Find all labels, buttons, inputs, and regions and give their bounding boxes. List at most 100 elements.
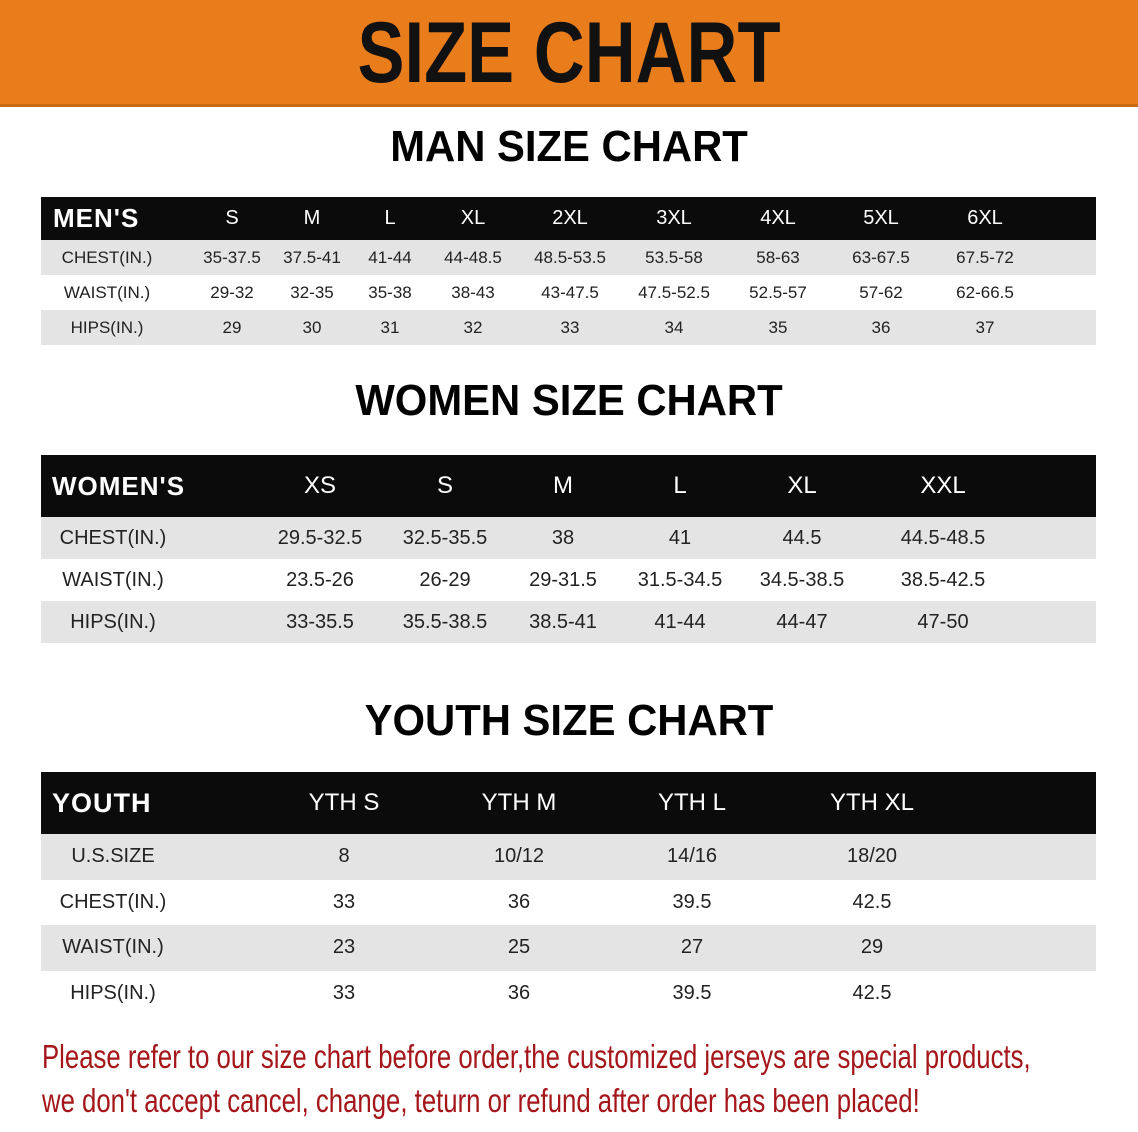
table-cell: 8: [338, 845, 350, 867]
row-label: CHEST(IN.): [59, 527, 167, 549]
table-cell: 35-38: [368, 283, 412, 302]
table-cell: 10/12: [493, 845, 545, 867]
size-column-header: XL: [460, 207, 486, 229]
table-row: WAIST(IN.) 23.5-26 26-29 29-31.5 31.5-34.5 34…: [41, 559, 1096, 601]
row-label: WAIST(IN.): [62, 569, 164, 591]
table-cell: 38-43: [451, 283, 495, 302]
table-cell: 53.5-58: [645, 248, 703, 267]
table-row: WAIST(IN.) 23 25 27 29: [41, 925, 1096, 971]
size-column-header: S: [436, 472, 454, 499]
table-cell: 43-47.5: [541, 283, 599, 302]
table-cell: 41-44: [654, 611, 706, 633]
table-cell: 32.5-35.5: [402, 527, 488, 549]
table-header-row: WOMEN'S XS S M L XL XXL: [41, 455, 1096, 517]
table-header-label: YOUTH: [52, 788, 152, 818]
table-cell: 47.5-52.5: [638, 283, 710, 302]
table-cell: 30: [302, 318, 322, 337]
men-section-title: MAN SIZE CHART: [390, 122, 748, 171]
size-chart-banner: SIZE CHART: [0, 0, 1138, 107]
footer-notice-line-2: we don't accept cancel, change, teturn o…: [42, 1082, 920, 1119]
table-cell: 31: [380, 318, 400, 337]
table-cell: 14/16: [666, 845, 718, 867]
table-row: CHEST(IN.) 29.5-32.5 32.5-35.5 38 41 44.5 44.5…: [41, 517, 1096, 559]
table-header-row: MEN'S S M L XL 2XL 3XL 4XL 5XL 6XL: [41, 197, 1096, 240]
table-cell: 33-35.5: [286, 611, 354, 633]
table-cell: 42.5: [852, 890, 892, 913]
table-cell: 32-35: [290, 283, 334, 302]
table-cell: 27: [680, 936, 704, 958]
table-cell: 39.5: [672, 890, 712, 913]
row-label: CHEST(IN.): [61, 248, 153, 267]
table-cell: 52.5-57: [749, 283, 807, 302]
table-cell: 29: [222, 318, 242, 337]
footer-notice-line-1: Please refer to our size chart before or…: [42, 1038, 1031, 1075]
table-cell: 41: [668, 527, 692, 549]
table-cell: 35-37.5: [203, 248, 261, 267]
table-cell: 48.5-53.5: [534, 248, 606, 267]
table-cell: 39.5: [672, 981, 712, 1004]
table-header-label: MEN'S: [53, 203, 140, 233]
row-label: WAIST(IN.): [63, 283, 151, 302]
youth-section-title: YOUTH SIZE CHART: [364, 696, 774, 745]
size-column-header: S: [225, 207, 239, 229]
table-cell: 23: [332, 936, 356, 958]
size-column-header: 4XL: [760, 207, 796, 229]
table-cell: 36: [507, 890, 531, 913]
table-cell: 44.5: [782, 527, 822, 549]
size-column-header: 3XL: [656, 207, 692, 229]
table-cell: 23.5-26: [286, 569, 354, 591]
table-row: HIPS(IN.) 33 36 39.5 42.5: [41, 970, 1096, 1016]
table-cell: 33: [332, 890, 356, 913]
table-cell: 29.5-32.5: [277, 527, 363, 549]
table-row: CHEST(IN.) 33 36 39.5 42.5: [41, 879, 1096, 925]
size-column-header: YTH L: [657, 789, 727, 816]
table-cell: 34.5-38.5: [759, 569, 845, 591]
table-cell: 25: [507, 936, 531, 958]
women-section-title: WOMEN SIZE CHART: [355, 376, 783, 425]
size-column-header: YTH S: [308, 789, 380, 816]
table-cell: 44-48.5: [444, 248, 502, 267]
size-column-header: 2XL: [552, 207, 588, 229]
table-cell: 67.5-72: [956, 248, 1014, 267]
table-cell: 47-50: [917, 611, 969, 633]
row-label: U.S.SIZE: [71, 845, 155, 867]
table-cell: 57-62: [859, 283, 903, 302]
size-column-header: YTH M: [481, 789, 557, 816]
table-cell: 36: [507, 981, 531, 1004]
table-row: HIPS(IN.) 29 30 31 32 33 34 35 36 37: [41, 310, 1096, 345]
table-cell: 38: [551, 527, 575, 549]
table-cell: 33: [560, 318, 580, 337]
table-cell: 29: [860, 936, 884, 958]
table-cell: 31.5-34.5: [637, 569, 723, 591]
table-row: CHEST(IN.) 35-37.5 37.5-41 41-44 44-48.5 48.5…: [41, 240, 1096, 275]
row-label: WAIST(IN.): [62, 936, 164, 958]
table-cell: 36: [871, 318, 891, 337]
size-column-header: XL: [787, 472, 817, 499]
table-header-label: WOMEN'S: [52, 471, 186, 501]
table-header-row: YOUTH YTH S YTH M YTH L YTH XL: [41, 772, 1096, 834]
table-cell: 63-67.5: [852, 248, 910, 267]
size-column-header: L: [384, 207, 396, 229]
table-cell: 18/20: [846, 845, 898, 867]
table-cell: 32: [463, 318, 483, 337]
size-column-header: XS: [303, 472, 337, 499]
banner-title: SIZE CHART: [357, 5, 781, 101]
table-cell: 58-63: [756, 248, 800, 267]
table-cell: 41-44: [368, 248, 412, 267]
row-label: HIPS(IN.): [70, 318, 144, 337]
size-column-header: 5XL: [863, 207, 899, 229]
size-column-header: M: [303, 207, 321, 229]
table-cell: 35: [768, 318, 788, 337]
table-cell: 29-31.5: [529, 569, 597, 591]
table-row: U.S.SIZE 8 10/12 14/16 18/20: [41, 834, 1096, 880]
table-cell: 35.5-38.5: [402, 611, 488, 633]
table-cell: 44.5-48.5: [900, 527, 986, 549]
table-cell: 37: [975, 318, 995, 337]
row-label: HIPS(IN.): [70, 981, 156, 1004]
table-cell: 62-66.5: [956, 283, 1014, 302]
table-cell: 37.5-41: [283, 248, 341, 267]
size-column-header: YTH XL: [829, 789, 915, 816]
row-label: HIPS(IN.): [70, 611, 156, 633]
size-column-header: L: [673, 472, 687, 499]
table-cell: 33: [332, 981, 356, 1004]
